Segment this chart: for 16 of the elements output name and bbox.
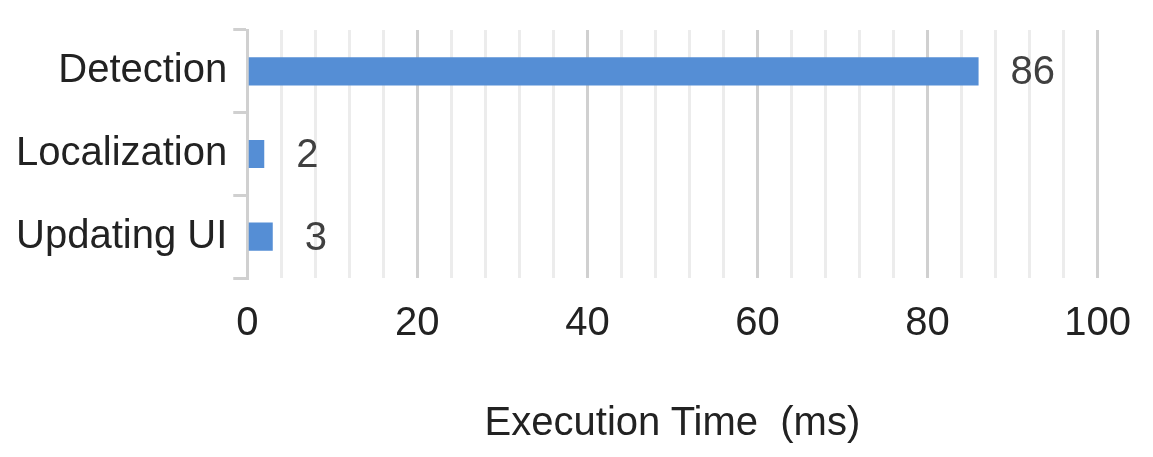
x-tick-label: 40	[565, 299, 610, 344]
bar	[248, 222, 273, 251]
x-tick-label: 20	[395, 299, 440, 344]
x-tick-label: 100	[1064, 299, 1132, 344]
bar	[248, 139, 265, 169]
data-label: 86	[1010, 48, 1056, 93]
data-label: 2	[296, 131, 319, 176]
y-tick-label: Detection	[58, 46, 228, 91]
y-tick-label: Updating UI	[16, 211, 228, 256]
x-tick-label: 60	[735, 299, 780, 344]
x-axis-title: Execution Time (ms)	[484, 399, 861, 444]
y-tick-label: Localization	[16, 129, 228, 174]
data-label: 3	[304, 213, 328, 258]
x-tick-label: 0	[236, 299, 259, 344]
x-tick-label: 80	[905, 299, 950, 344]
bar	[248, 57, 979, 86]
